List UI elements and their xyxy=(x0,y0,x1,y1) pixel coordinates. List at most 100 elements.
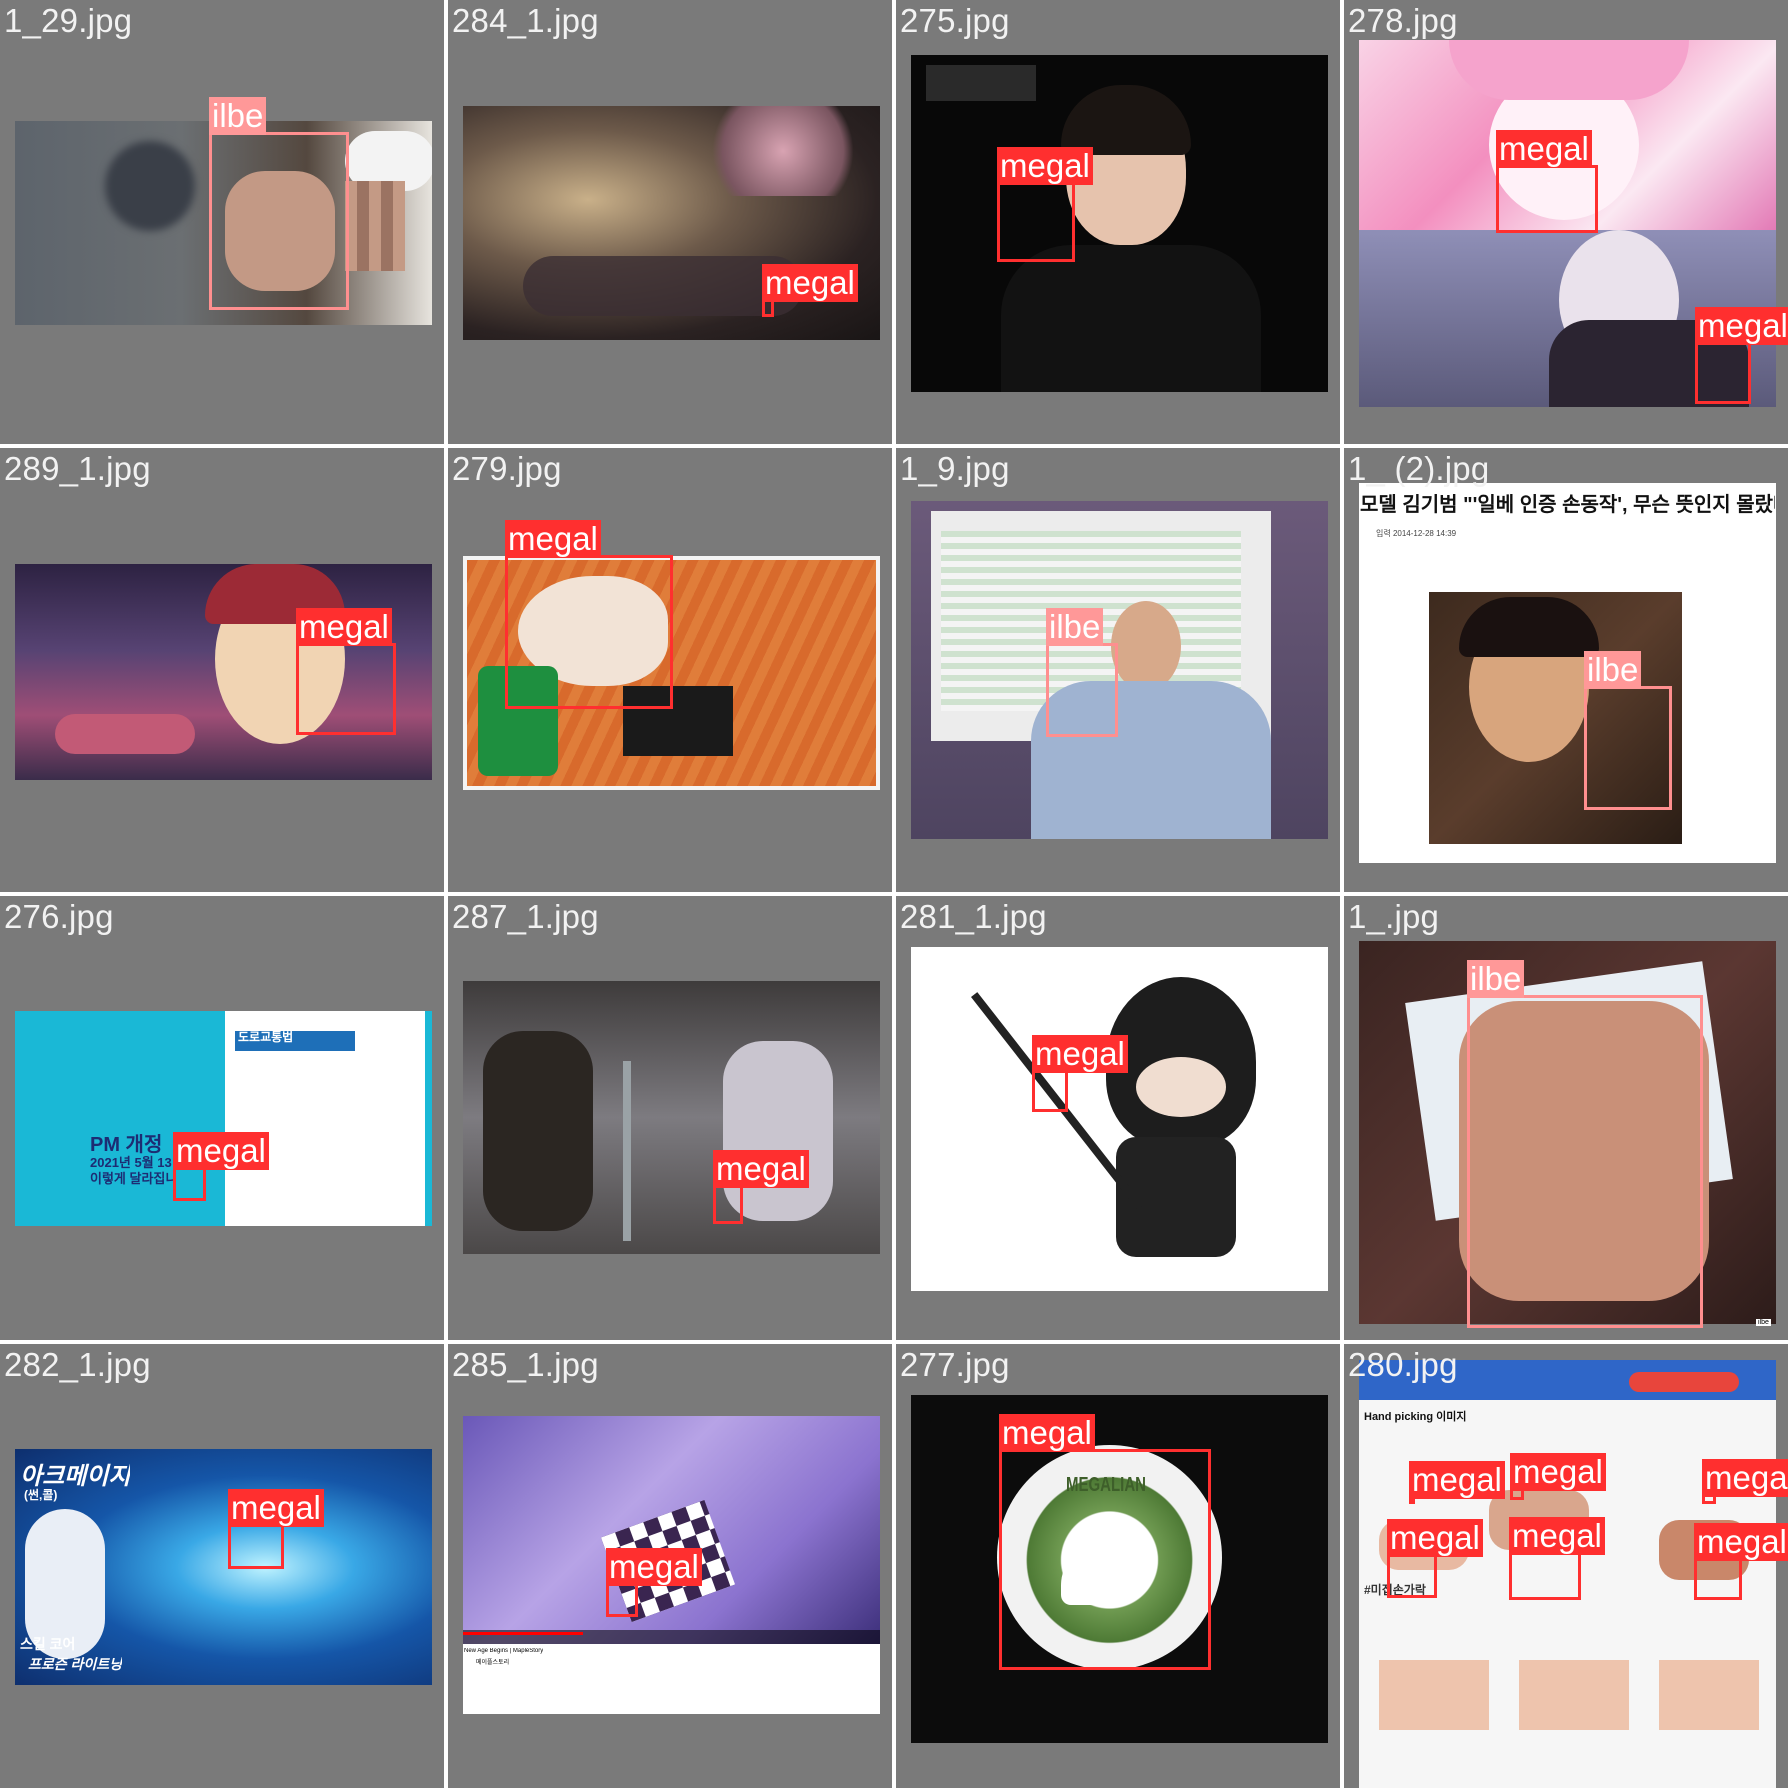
game-title: 아크메이지 xyxy=(20,1463,131,1490)
detection-label: ilbe xyxy=(1046,608,1104,646)
result-tile[interactable]: 279.jpg megal xyxy=(448,448,892,892)
detection-label: megal xyxy=(1409,1461,1505,1499)
result-tile[interactable]: 280.jpg Hand picking 이미지 #미집손가락 megal me… xyxy=(1344,1344,1788,1788)
photo-thumbnail xyxy=(463,981,880,1254)
detection-box-megal: megal xyxy=(1496,130,1598,233)
detection-box-ilbe: ilbe xyxy=(1467,960,1703,1328)
detection-label: megal xyxy=(1509,1517,1605,1555)
detection-box-megal: megal xyxy=(1702,1459,1788,1504)
hashtag-text: #미집손가락 xyxy=(1364,1583,1426,1597)
filename-label: 277.jpg xyxy=(900,1346,1010,1383)
detection-box-megal: megal xyxy=(173,1132,269,1201)
filename-label: 275.jpg xyxy=(900,2,1010,39)
detection-box-megal: megal xyxy=(1510,1453,1606,1500)
photo-thumbnail xyxy=(911,55,1328,392)
detection-box-megal: megal xyxy=(1694,1523,1788,1600)
detection-label: ilbe xyxy=(209,97,267,135)
corner-watermark: ilbe xyxy=(1756,1319,1771,1326)
game-subtitle: (썬,콜) xyxy=(24,1488,58,1502)
detection-label: megal xyxy=(1694,1523,1788,1561)
detection-box-megal: megal xyxy=(997,147,1093,262)
result-tile[interactable]: 281_1.jpg megal xyxy=(896,896,1340,1340)
filename-label: 281_1.jpg xyxy=(900,898,1047,935)
detection-box-megal: megal xyxy=(713,1150,809,1224)
photo-thumbnail xyxy=(15,1449,432,1685)
photo-thumbnail xyxy=(1359,1360,1776,1788)
filename-label: 1_9.jpg xyxy=(900,450,1010,487)
skill-core-label: 스킬 코어 xyxy=(20,1636,76,1652)
detection-label: megal xyxy=(1702,1459,1788,1497)
detection-box-megal: megal xyxy=(762,264,858,317)
article-byline: 입력 2014-12-28 14:39 xyxy=(1376,529,1457,538)
photo-thumbnail xyxy=(15,121,432,325)
detection-box-ilbe: ilbe xyxy=(1046,608,1118,737)
result-tile[interactable]: 289_1.jpg megal xyxy=(0,448,444,892)
detection-box-megal: megal xyxy=(1509,1517,1605,1600)
detection-box-megal: megal xyxy=(505,520,673,709)
result-tile[interactable]: 277.jpg MEGALIAN megal xyxy=(896,1344,1340,1788)
filename-label: 280.jpg xyxy=(1348,1346,1458,1383)
article-headline: 모델 김기범 "'일베 인증 손동작', 무슨 뜻인지 몰랐다" xyxy=(1360,494,1775,516)
photo-thumbnail xyxy=(911,1395,1328,1743)
filename-label: 1_29.jpg xyxy=(4,2,133,39)
detection-box-ilbe: ilbe xyxy=(209,97,349,310)
result-tile[interactable]: 287_1.jpg megal xyxy=(448,896,892,1340)
detection-label: megal xyxy=(505,520,601,558)
detection-box-megal: megal xyxy=(296,608,396,735)
result-tile[interactable]: 275.jpg megal xyxy=(896,0,1340,444)
detection-label: megal xyxy=(228,1489,324,1527)
filename-label: 287_1.jpg xyxy=(452,898,599,935)
filename-label: 1_.jpg xyxy=(1348,898,1440,935)
panel-title: 도로교통법 xyxy=(238,1030,294,1044)
detection-label: megal xyxy=(997,147,1093,185)
result-tile[interactable]: 284_1.jpg megal xyxy=(448,0,892,444)
poster-date: 2021년 5월 13 xyxy=(90,1155,172,1170)
filename-label: 1_ (2).jpg xyxy=(1348,450,1490,487)
detection-box-megal: megal xyxy=(1032,1035,1128,1112)
photo-thumbnail xyxy=(15,564,432,780)
detection-label: ilbe xyxy=(1467,960,1525,998)
poster-title: PM 개정 xyxy=(90,1134,163,1156)
detection-box-ilbe: ilbe xyxy=(1584,651,1672,810)
result-tile[interactable]: 1_ (2).jpg 모델 김기범 "'일베 인증 손동작', 무슨 뜻인지 몰… xyxy=(1344,448,1788,892)
filename-label: 278.jpg xyxy=(1348,2,1458,39)
photo-thumbnail xyxy=(1429,592,1682,844)
detection-label: megal xyxy=(1496,130,1592,168)
detection-label: megal xyxy=(1032,1035,1128,1073)
result-tile[interactable]: 1_9.jpg ilbe xyxy=(896,448,1340,892)
detection-label: megal xyxy=(1387,1519,1483,1557)
section-title: Hand picking 이미지 xyxy=(1364,1411,1467,1423)
photo-thumbnail xyxy=(1359,941,1776,1324)
photo-thumbnail xyxy=(911,501,1328,839)
video-title: New Age Begins | MapleStory xyxy=(464,1648,544,1654)
photo-thumbnail xyxy=(463,106,880,340)
result-tile[interactable]: 282_1.jpg 아크메이지 (썬,콜) 스킬 코어 프로즌 라이트닝 meg… xyxy=(0,1344,444,1788)
detection-label: megal xyxy=(1695,307,1788,345)
detection-label: megal xyxy=(606,1548,702,1586)
detection-label: megal xyxy=(713,1150,809,1188)
result-tile[interactable]: 285_1.jpg New Age Begins | MapleStory 메이… xyxy=(448,1344,892,1788)
detection-box-megal: megal xyxy=(1387,1519,1483,1598)
detection-label: megal xyxy=(296,608,392,646)
result-tile[interactable]: 1_.jpg ilbe ilbe xyxy=(1344,896,1788,1340)
filename-label: 282_1.jpg xyxy=(4,1346,151,1383)
detection-label: ilbe xyxy=(1584,651,1642,689)
detection-box-megal: megal xyxy=(999,1414,1211,1670)
filename-label: 284_1.jpg xyxy=(452,2,599,39)
result-tile[interactable]: 1_29.jpg ilbe xyxy=(0,0,444,444)
filename-label: 276.jpg xyxy=(4,898,114,935)
channel-name: 메이플스토리 xyxy=(476,1660,510,1666)
result-tile[interactable]: 278.jpg megal megal xyxy=(1344,0,1788,444)
detection-box-megal: megal xyxy=(228,1489,324,1569)
detection-label: megal xyxy=(173,1132,269,1170)
photo-thumbnail xyxy=(911,947,1328,1291)
detection-box-megal: megal xyxy=(1695,307,1788,404)
filename-label: 285_1.jpg xyxy=(452,1346,599,1383)
detection-label: megal xyxy=(762,264,858,302)
filename-label: 289_1.jpg xyxy=(4,450,151,487)
result-tile[interactable]: 276.jpg 도로교통법 PM 개정 2021년 5월 13 이렇게 달라집니… xyxy=(0,896,444,1340)
detection-label: megal xyxy=(1510,1453,1606,1491)
photo-thumbnail xyxy=(15,1011,432,1226)
skill-name-label: 프로즌 라이트닝 xyxy=(28,1656,123,1672)
